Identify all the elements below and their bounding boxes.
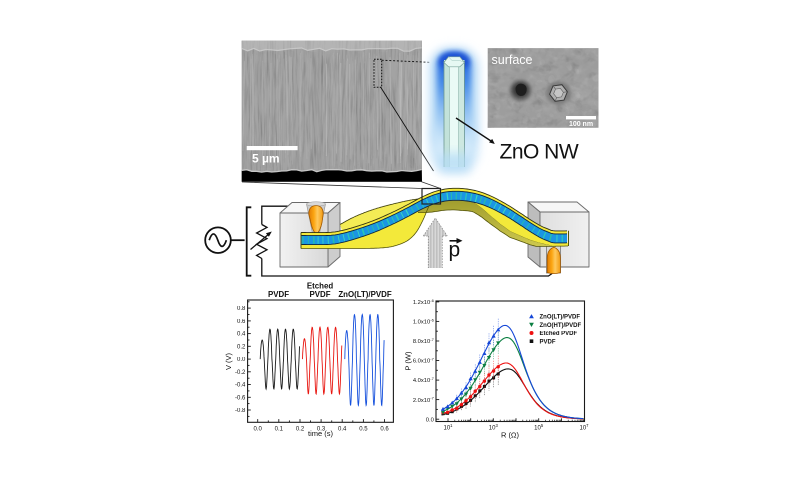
svg-text:PVDF: PVDF [268,290,289,299]
svg-text:-0.6: -0.6 [235,395,246,401]
svg-text:0.2: 0.2 [237,344,246,350]
svg-text:p: p [449,239,461,262]
svg-text:time (s): time (s) [308,429,334,438]
svg-text:0.0: 0.0 [426,417,434,423]
svg-text:0.2: 0.2 [296,426,305,432]
svg-text:0.0: 0.0 [237,357,246,363]
svg-text:8.0x10-7: 8.0x10-7 [413,337,435,345]
svg-text:0.0: 0.0 [254,426,263,432]
svg-text:surface: surface [492,53,533,67]
svg-text:-0.4: -0.4 [235,383,246,389]
svg-text:1.0x10-6: 1.0x10-6 [413,317,435,325]
svg-text:0.5: 0.5 [359,426,368,432]
svg-text:Etched: Etched [307,282,333,291]
svg-text:6.0x10-7: 6.0x10-7 [413,356,435,364]
svg-text:ZnO NW: ZnO NW [500,141,579,164]
svg-text:101: 101 [443,423,453,432]
svg-text:0.4: 0.4 [237,332,246,338]
svg-text:P (W): P (W) [404,351,413,371]
svg-text:100 nm: 100 nm [569,121,593,128]
svg-text:PVDF: PVDF [309,290,330,299]
svg-text:R (Ω): R (Ω) [501,431,520,440]
svg-text:ZnO(HT)/PVDF: ZnO(HT)/PVDF [540,323,582,329]
svg-text:105: 105 [534,423,544,432]
svg-text:0.8: 0.8 [237,306,246,312]
svg-text:107: 107 [579,423,589,432]
svg-text:ZnO(LT)/PVDF: ZnO(LT)/PVDF [540,315,581,321]
svg-text:PVDF: PVDF [540,339,556,345]
svg-text:V (V): V (V) [224,352,233,370]
svg-text:ZnO(LT)/PVDF: ZnO(LT)/PVDF [338,290,392,299]
svg-text:4.0x10-7: 4.0x10-7 [413,376,435,384]
svg-text:-0.2: -0.2 [235,370,246,376]
svg-text:0.3: 0.3 [317,426,326,432]
svg-text:0.1: 0.1 [275,426,284,432]
svg-text:-0.8: -0.8 [235,408,246,414]
svg-text:0.4: 0.4 [338,426,347,432]
svg-text:103: 103 [489,423,499,432]
svg-text:5 µm: 5 µm [252,152,280,166]
svg-text:Etched PVDF: Etched PVDF [540,331,578,337]
svg-text:2.0x10-7: 2.0x10-7 [413,396,435,404]
svg-text:0.6: 0.6 [237,319,246,325]
svg-text:0.6: 0.6 [380,426,389,432]
svg-text:1.2x10-6: 1.2x10-6 [413,298,435,306]
